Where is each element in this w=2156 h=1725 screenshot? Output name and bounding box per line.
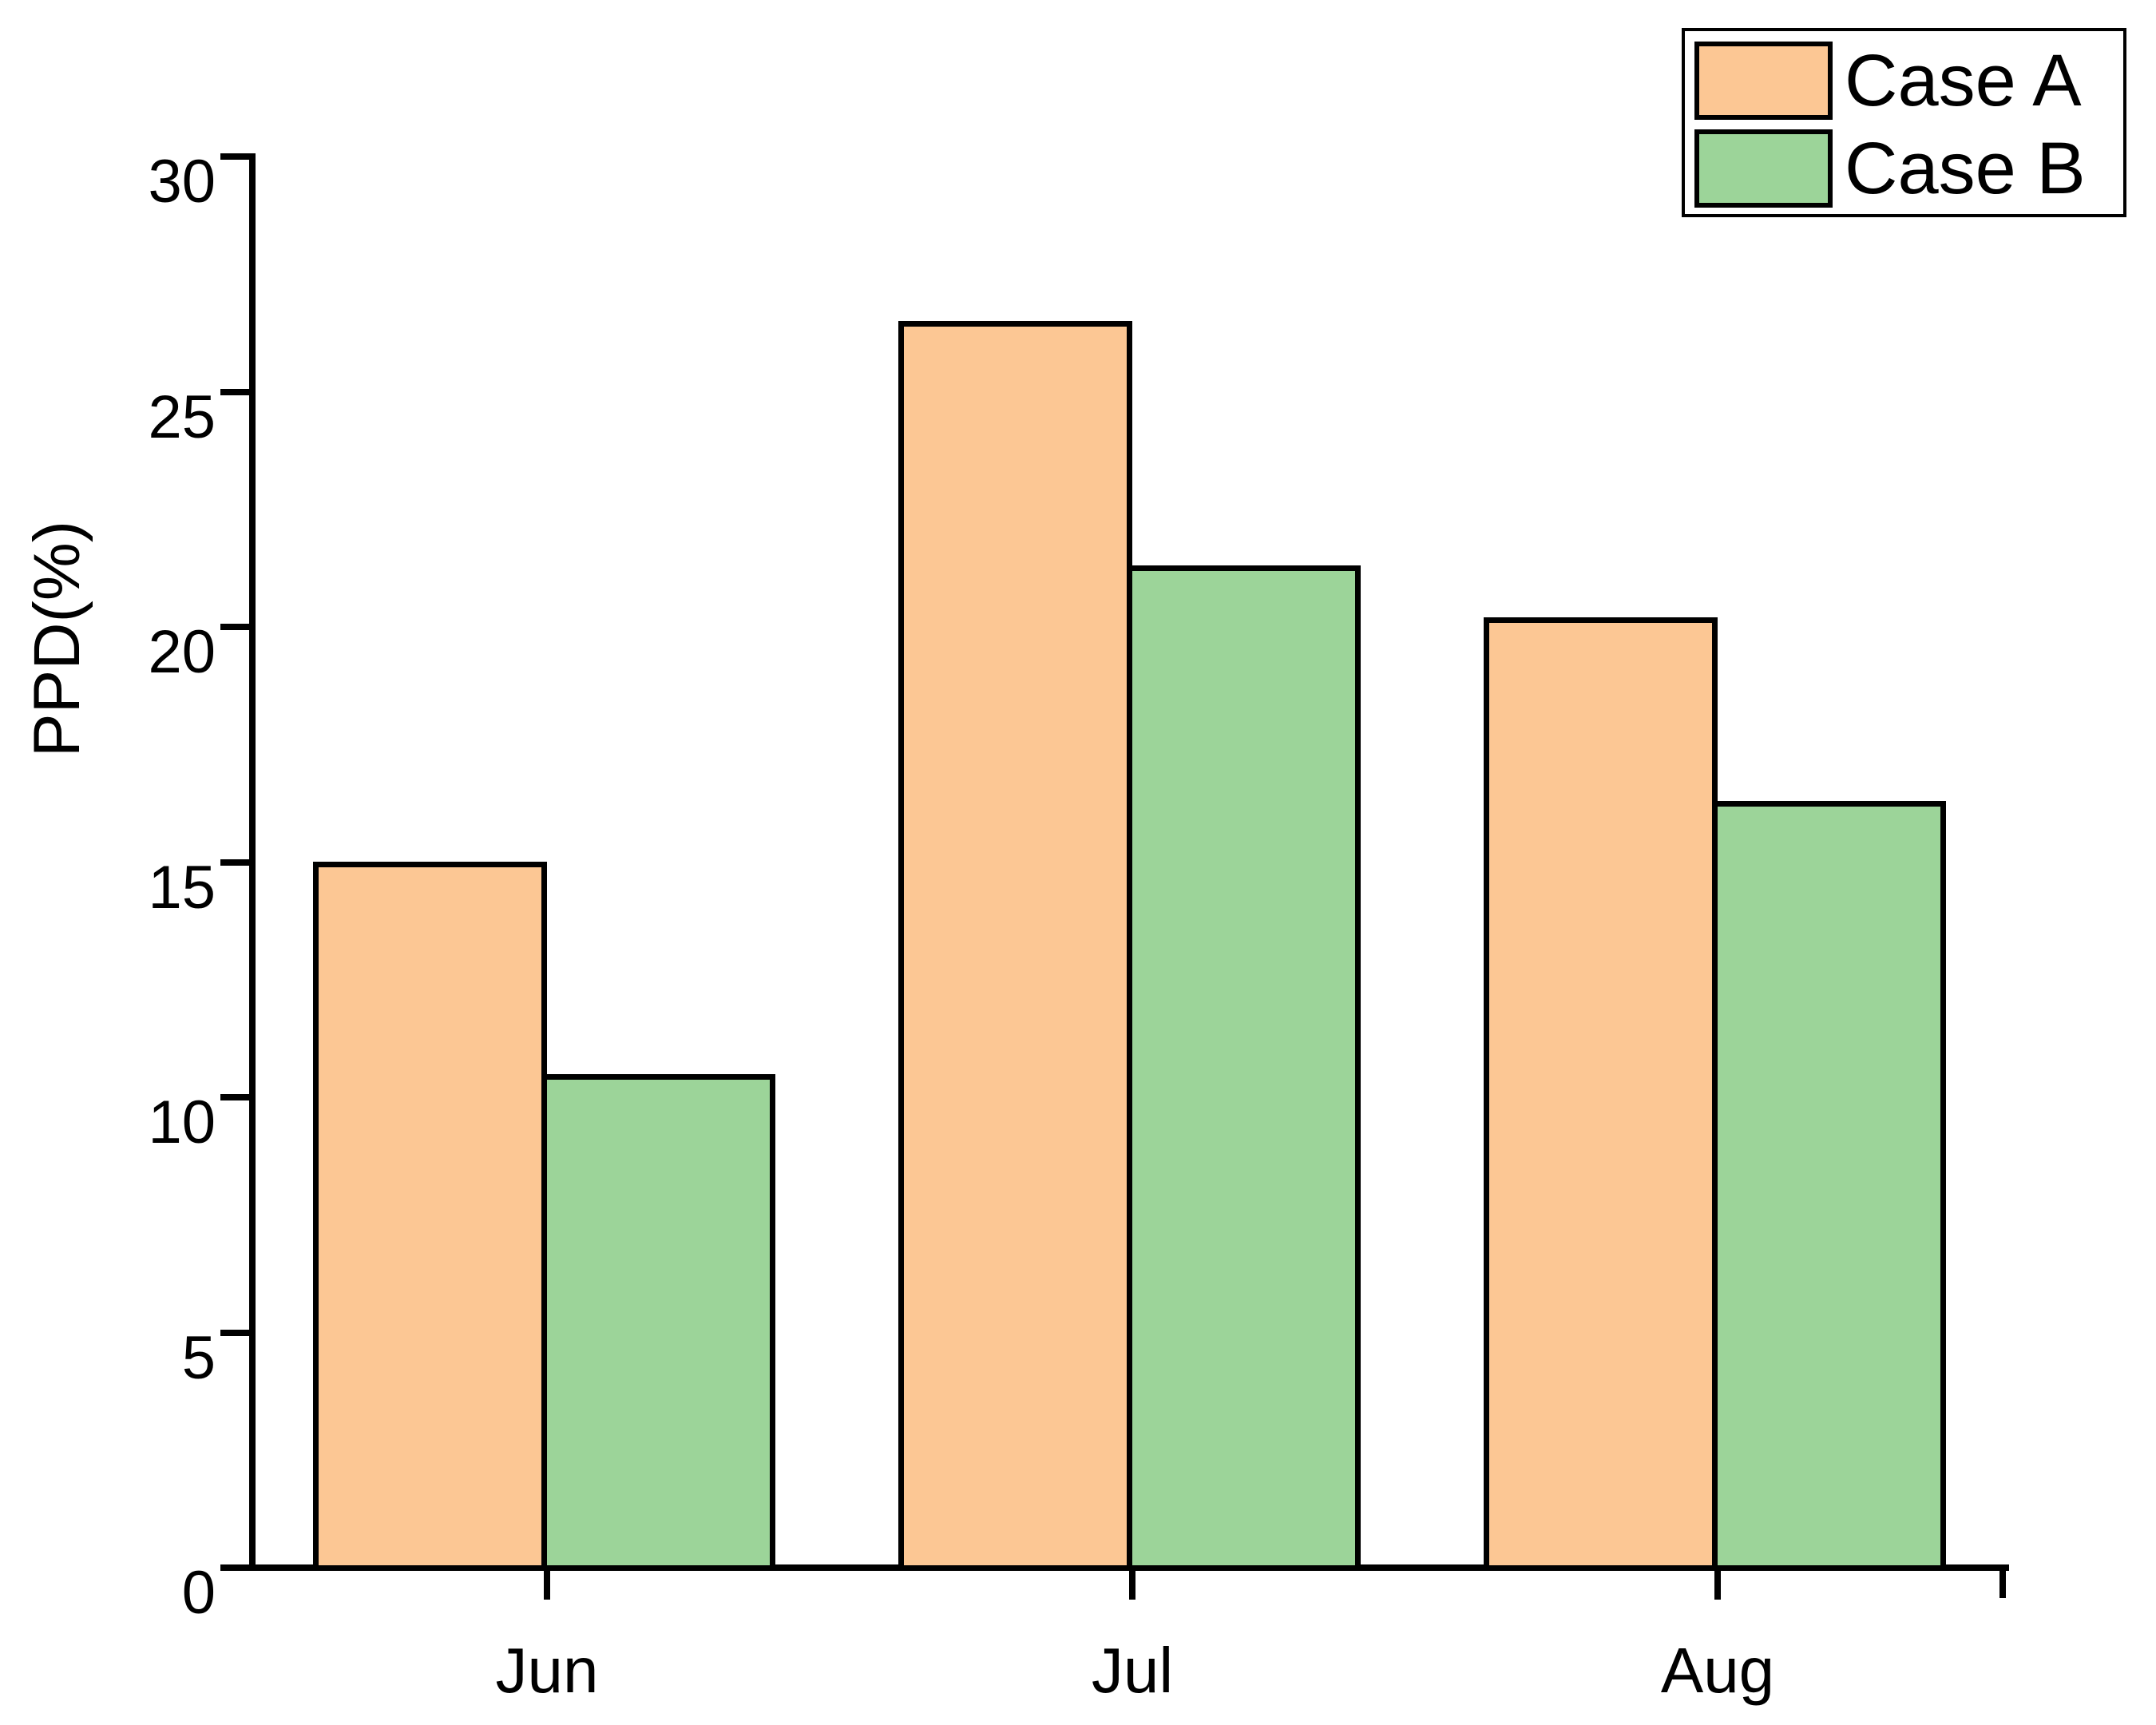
x-axis-end-tick — [1999, 1571, 2006, 1598]
bar-case-a-jun — [313, 862, 547, 1571]
y-tick-30 — [220, 153, 249, 160]
legend-swatch-case-a — [1694, 42, 1833, 120]
bar-case-a-aug — [1484, 617, 1718, 1571]
legend-label-case-b: Case B — [1845, 128, 2086, 209]
y-tick-0 — [220, 1564, 249, 1571]
x-tick-label-jun: Jun — [495, 1635, 599, 1706]
x-tick-label-jul: Jul — [1091, 1635, 1174, 1706]
y-tick-label-0: 0 — [181, 1559, 216, 1627]
x-tick-jul — [1129, 1571, 1135, 1600]
bar-case-b-aug — [1712, 801, 1946, 1571]
y-tick-5 — [220, 1329, 249, 1336]
bar-case-b-jul — [1127, 565, 1361, 1571]
y-tick-label-30: 30 — [148, 148, 216, 216]
bar-case-b-jun — [541, 1074, 775, 1571]
y-tick-15 — [220, 859, 249, 866]
legend-swatch-case-b — [1694, 129, 1833, 208]
legend-label-case-a: Case A — [1845, 40, 2082, 121]
legend: Case A Case B — [1682, 28, 2126, 217]
y-tick-label-15: 15 — [148, 853, 216, 922]
y-tick-label-25: 25 — [148, 383, 216, 451]
x-tick-aug — [1714, 1571, 1721, 1600]
y-tick-label-5: 5 — [181, 1323, 216, 1392]
y-tick-label-10: 10 — [148, 1089, 216, 1156]
y-tick-label-20: 20 — [148, 618, 216, 686]
y-tick-20 — [220, 624, 249, 630]
y-tick-25 — [220, 388, 249, 395]
bar-case-a-jul — [898, 321, 1132, 1571]
y-tick-10 — [220, 1094, 249, 1100]
y-axis-line — [249, 153, 256, 1571]
x-tick-label-aug: Aug — [1660, 1635, 1775, 1706]
x-tick-jun — [544, 1571, 550, 1600]
